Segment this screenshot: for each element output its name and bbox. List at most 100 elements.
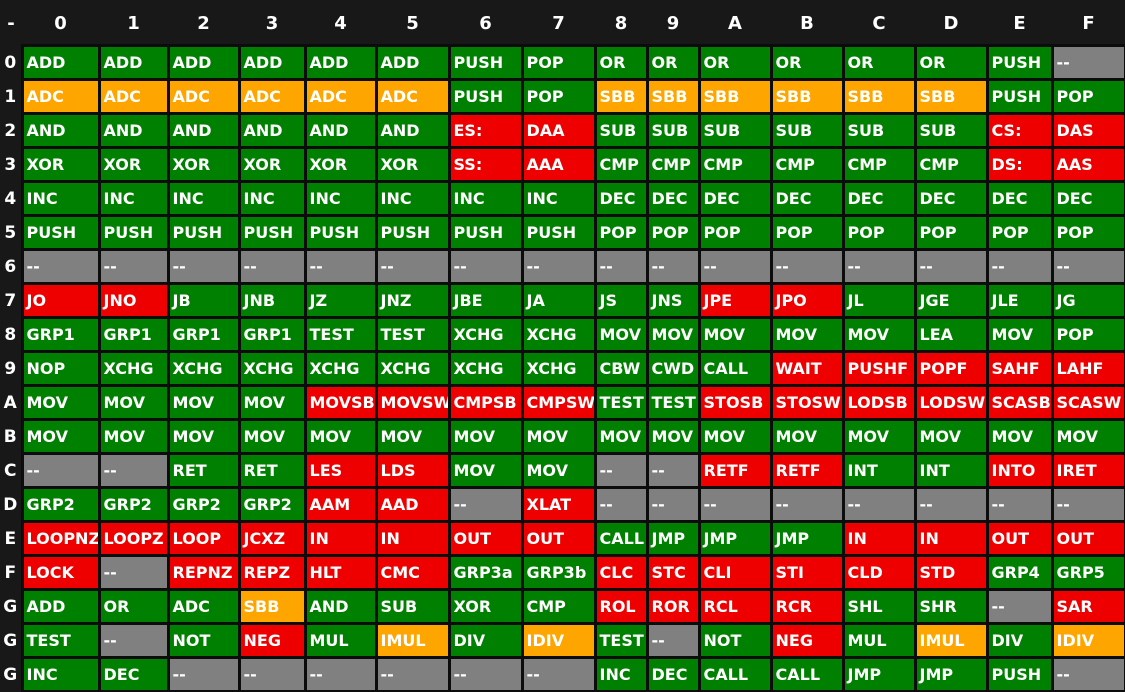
opcode-cell: -- — [841, 248, 917, 285]
row-label: B — [3, 426, 17, 447]
opcode-cell: ROR — [645, 588, 701, 625]
opcode-cell: ADD — [237, 44, 307, 81]
table-row: B MOV MOV MOV MOV MOV MOV MOV MOV MOV MOV MOV MOV MOV… — [0, 418, 1125, 455]
column-header-label: B — [800, 12, 814, 34]
opcode-cell: DIV — [985, 622, 1054, 659]
opcode-cell: LES — [303, 452, 378, 489]
opcode-cell: GRP4 — [985, 554, 1054, 591]
opcode-cell: INT — [841, 452, 917, 489]
opcode-cell: ROL — [593, 588, 649, 625]
opcode-cell: -- — [447, 248, 524, 285]
opcode-cell: OUT — [447, 520, 524, 557]
opcode-cell: SHL — [841, 588, 917, 625]
opcode-cell: INTO — [985, 452, 1054, 489]
opcode-cell: GRP1 — [97, 316, 170, 353]
table-row: 3 XOR XOR XOR XOR XOR XOR SS: AAA CMP CMP CMP CMP CMP… — [0, 146, 1125, 183]
opcode-cell: LOCK — [20, 554, 101, 591]
opcode-cell: DEC — [1050, 180, 1125, 217]
opcode-cell: INC — [593, 656, 649, 692]
opcode-cell: CMP — [593, 146, 649, 183]
opcode-cell: JMP — [769, 520, 845, 557]
opcode-cell: ES: — [447, 112, 524, 149]
table-row: A MOV MOV MOV MOV MOVSB MOVSW CMPSB CMPSW TEST TES… — [0, 384, 1125, 421]
opcode-cell: MOV — [447, 418, 524, 455]
opcode-cell: -- — [645, 486, 701, 523]
opcode-cell: MOV — [303, 418, 378, 455]
opcode-cell: MOV — [166, 418, 241, 455]
opcode-cell: AND — [166, 112, 241, 149]
opcode-cell: XOR — [20, 146, 101, 183]
row-label: 8 — [4, 324, 17, 345]
opcode-cell: INT — [913, 452, 989, 489]
opcode-cell: JPO — [769, 282, 845, 319]
table-row: C -- -- RET RET LES LDS MOV MOV -- -- RETF RETF INT IN… — [0, 452, 1125, 489]
opcode-cell: INC — [303, 180, 378, 217]
column-header-label: 2 — [197, 12, 210, 34]
column-header-label: 0 — [54, 12, 67, 34]
table-row: D GRP2 GRP2 GRP2 GRP2 AAM AAD -- XLAT -- -- -- -- -- -… — [0, 486, 1125, 523]
opcode-cell: DEC — [97, 656, 170, 692]
opcode-cell: CLI — [697, 554, 773, 591]
opcode-cell: MOV — [645, 316, 701, 353]
opcode-cell: TEST — [303, 316, 378, 353]
opcode-cell: RETF — [769, 452, 845, 489]
table-row: 2 AND AND AND AND AND AND ES: DAA SUB SUB SUB SUB SUB… — [0, 112, 1125, 149]
opcode-cell: MOV — [593, 316, 649, 353]
opcode-cell: GRP2 — [20, 486, 101, 523]
opcode-cell: XCHG — [447, 350, 524, 387]
opcode-cell: OR — [697, 44, 773, 81]
opcode-cell: IRET — [1050, 452, 1125, 489]
opcode-cell: INC — [374, 180, 451, 217]
table-row: 5 PUSH PUSH PUSH PUSH PUSH PUSH PUSH PUSH POP POP P… — [0, 214, 1125, 251]
table-row: 8 GRP1 GRP1 GRP1 GRP1 TEST TEST XCHG XCHG MOV MOV M… — [0, 316, 1125, 353]
opcode-cell: SBB — [913, 78, 989, 115]
opcode-cell: IN — [913, 520, 989, 557]
opcode-cell: JS — [593, 282, 649, 319]
opcode-cell: INC — [166, 180, 241, 217]
opcode-cell: AND — [303, 588, 378, 625]
opcode-cell: MOV — [237, 384, 307, 421]
opcode-cell: TEST — [374, 316, 451, 353]
opcode-cell: IDIV — [1050, 622, 1125, 659]
column-header-label: A — [728, 12, 742, 34]
opcode-cell: NEG — [769, 622, 845, 659]
opcode-cell: JLE — [985, 282, 1054, 319]
opcode-cell: STC — [645, 554, 701, 591]
opcode-cell: JNS — [645, 282, 701, 319]
opcode-cell: AND — [303, 112, 378, 149]
opcode-cell: -- — [303, 656, 378, 692]
row-label: G — [3, 664, 18, 685]
opcode-cell: -- — [520, 656, 597, 692]
opcode-cell: IN — [303, 520, 378, 557]
opcode-cell: ADC — [374, 78, 451, 115]
opcode-cell: RET — [166, 452, 241, 489]
opcode-cell: XCHG — [520, 316, 597, 353]
opcode-cell: JNO — [97, 282, 170, 319]
opcode-cell: MOV — [237, 418, 307, 455]
row-label: 0 — [4, 52, 17, 73]
opcode-cell: -- — [97, 452, 170, 489]
column-header-label: C — [872, 12, 886, 34]
opcode-cell: GRP1 — [20, 316, 101, 353]
table-row: 4 INC INC INC INC INC INC INC INC DEC DEC DEC DEC DEC… — [0, 180, 1125, 217]
opcode-cell: AND — [20, 112, 101, 149]
opcode-cell: PUSH — [447, 78, 524, 115]
opcode-cell: PUSH — [985, 78, 1054, 115]
opcode-cell: ADC — [303, 78, 378, 115]
column-header-label: 8 — [614, 12, 628, 34]
opcode-cell: REPNZ — [166, 554, 241, 591]
opcode-cell: CMP — [697, 146, 773, 183]
table-row: G TEST -- NOT NEG MUL IMUL DIV IDIV TEST -- NOT NEG M… — [0, 622, 1125, 659]
opcode-cell: JMP — [841, 656, 917, 692]
opcode-cell: XCHG — [97, 350, 170, 387]
opcode-cell: CMP — [520, 588, 597, 625]
opcode-cell: NEG — [237, 622, 307, 659]
opcode-cell: STD — [913, 554, 989, 591]
opcode-cell: AAD — [374, 486, 451, 523]
opcode-cell: PUSH — [985, 44, 1054, 81]
opcode-cell: CALL — [697, 656, 773, 692]
opcode-cell: JMP — [645, 520, 701, 557]
table-row: F LOCK -- REPNZ REPZ HLT CMC GRP3a GRP3b CLC STC CL… — [0, 554, 1125, 591]
row-label: 2 — [4, 120, 17, 141]
